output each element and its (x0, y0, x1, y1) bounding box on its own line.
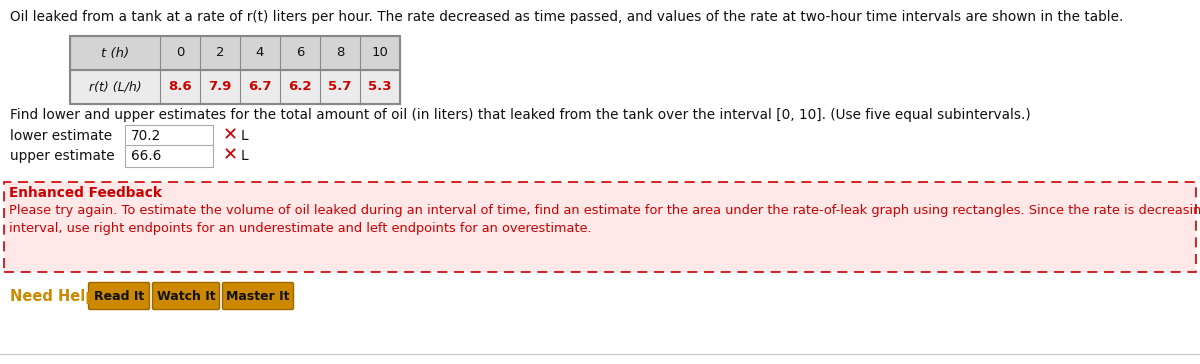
Text: 6.7: 6.7 (248, 80, 271, 94)
Text: 6.2: 6.2 (288, 80, 312, 94)
Text: Read It: Read It (94, 289, 144, 302)
Text: 70.2: 70.2 (131, 129, 161, 143)
Text: 4: 4 (256, 47, 264, 59)
Text: r(t) (L/h): r(t) (L/h) (89, 80, 142, 94)
Text: Find lower and upper estimates for the total amount of oil (in liters) that leak: Find lower and upper estimates for the t… (10, 108, 1031, 122)
Text: L: L (241, 129, 248, 143)
Text: interval, use right endpoints for an underestimate and left endpoints for an ove: interval, use right endpoints for an und… (10, 222, 592, 235)
Text: 6: 6 (296, 47, 304, 59)
Text: 2: 2 (216, 47, 224, 59)
Text: 8.6: 8.6 (168, 80, 192, 94)
Text: Enhanced Feedback: Enhanced Feedback (10, 186, 162, 200)
Text: 7.9: 7.9 (209, 80, 232, 94)
Text: ✕: ✕ (223, 126, 238, 144)
Text: Master It: Master It (227, 289, 289, 302)
Text: Please try again. To estimate the volume of oil leaked during an interval of tim: Please try again. To estimate the volume… (10, 204, 1200, 217)
Text: 0: 0 (176, 47, 184, 59)
FancyBboxPatch shape (152, 282, 220, 309)
Text: 5.3: 5.3 (368, 80, 391, 94)
Text: 10: 10 (372, 47, 389, 59)
Text: upper estimate: upper estimate (10, 149, 115, 163)
Bar (125, 125, 214, 147)
Text: Watch It: Watch It (157, 289, 215, 302)
Text: 5.7: 5.7 (329, 80, 352, 94)
Text: t (h): t (h) (101, 47, 130, 59)
Text: lower estimate: lower estimate (10, 129, 112, 143)
FancyBboxPatch shape (89, 282, 150, 309)
Bar (125, 145, 214, 167)
Bar (70, 36, 400, 104)
Text: L: L (241, 149, 248, 163)
Text: Oil leaked from a tank at a rate of r(t) liters per hour. The rate decreased as : Oil leaked from a tank at a rate of r(t)… (10, 10, 1123, 24)
Text: ✕: ✕ (223, 146, 238, 164)
Bar (70, 36, 400, 70)
Bar (70, 70, 400, 104)
Text: 66.6: 66.6 (131, 149, 161, 163)
Bar (4, 182, 1196, 272)
FancyBboxPatch shape (222, 282, 294, 309)
Text: 8: 8 (336, 47, 344, 59)
Text: Need Help?: Need Help? (10, 289, 104, 304)
